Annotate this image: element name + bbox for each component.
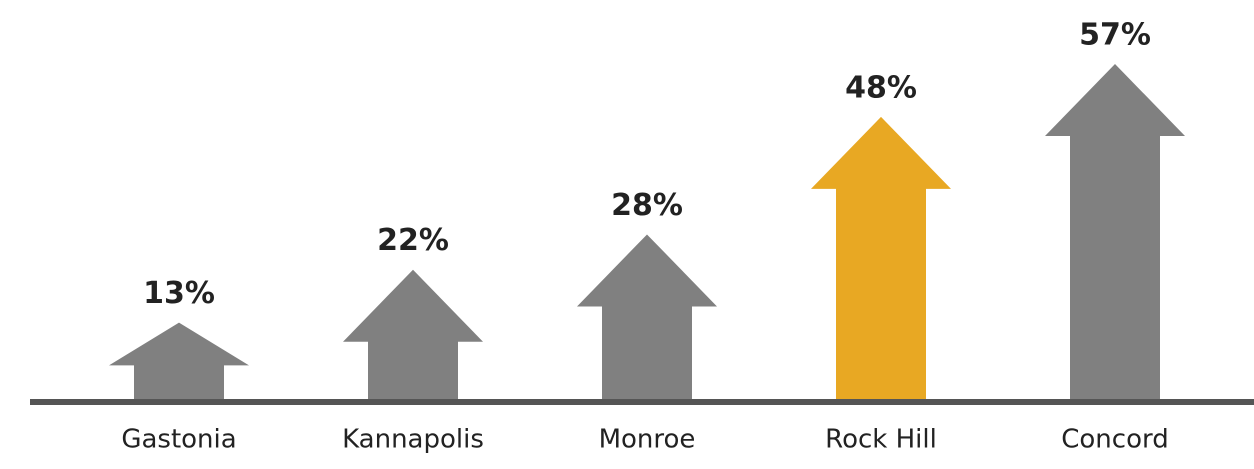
arrow-bar — [109, 322, 249, 399]
value-label: 57% — [1079, 18, 1151, 53]
x-tick-label: Kannapolis — [342, 425, 484, 455]
arrow-bar — [1045, 64, 1185, 399]
x-tick-label: Concord — [1061, 425, 1168, 455]
x-tick-label: Monroe — [599, 425, 696, 455]
value-label: 13% — [143, 276, 215, 311]
value-label: 48% — [845, 70, 917, 105]
x-tick-label: Gastonia — [121, 425, 236, 455]
value-label: 22% — [377, 223, 449, 258]
x-tick-label: Rock Hill — [825, 425, 937, 455]
arrow-bar — [811, 116, 951, 399]
arrow-bar — [577, 234, 717, 399]
arrow-bar — [343, 269, 483, 399]
value-label: 28% — [611, 188, 683, 223]
